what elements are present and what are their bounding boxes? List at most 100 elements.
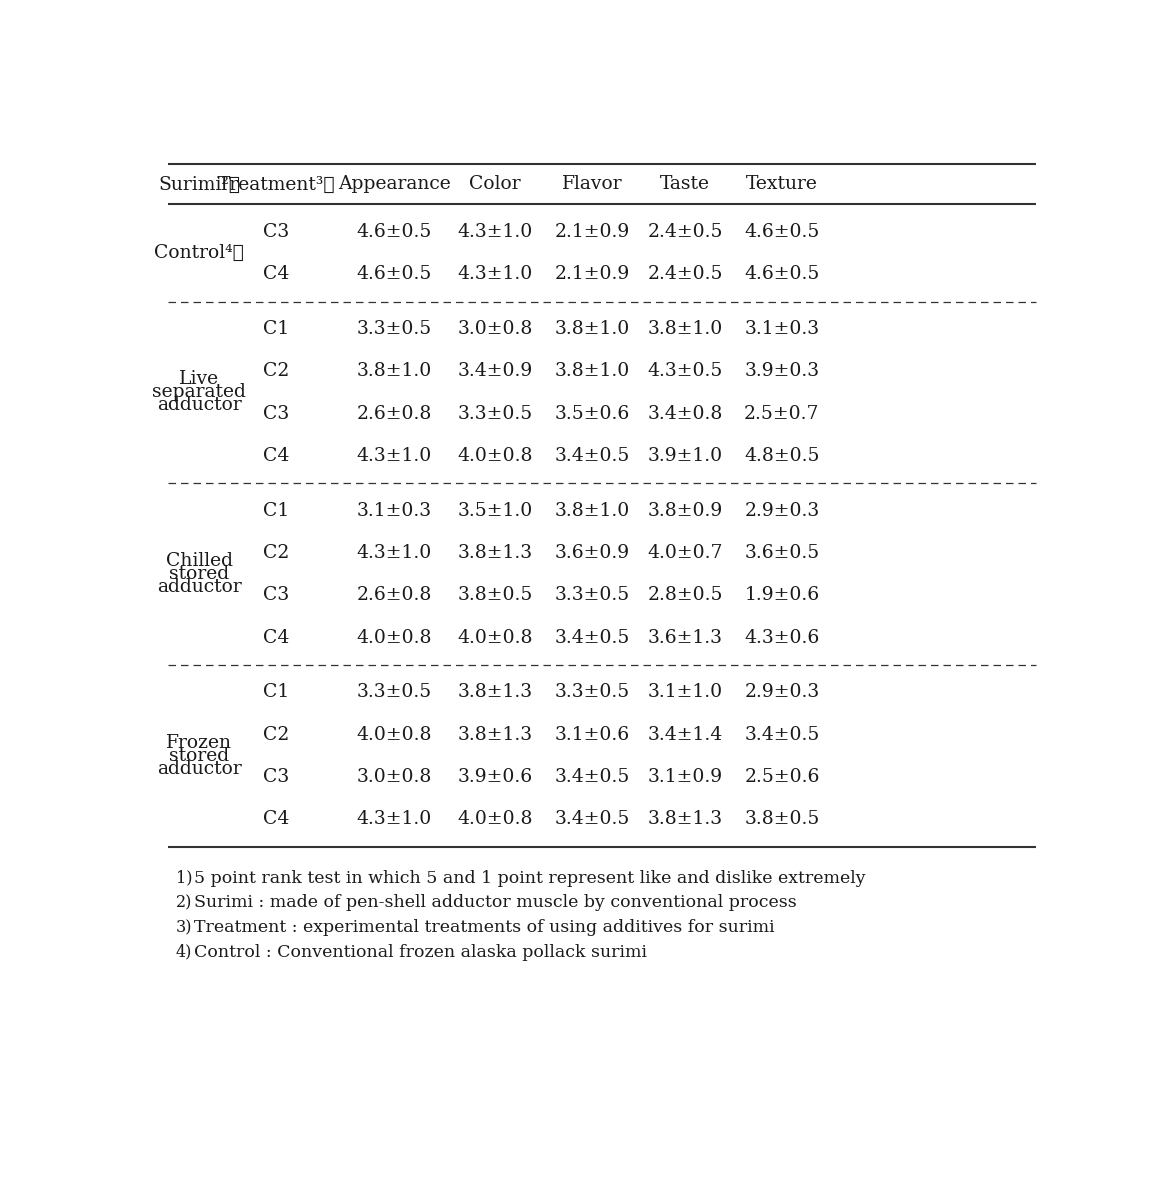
Text: 3.8±0.5: 3.8±0.5 bbox=[458, 587, 533, 604]
Text: 3.3±0.5: 3.3±0.5 bbox=[357, 320, 432, 338]
Text: Control : Conventional frozen alaska pollack surimi: Control : Conventional frozen alaska pol… bbox=[194, 944, 648, 961]
Text: 4.6±0.5: 4.6±0.5 bbox=[745, 265, 820, 283]
Text: Treatment³⧠: Treatment³⧠ bbox=[218, 176, 335, 193]
Text: 1.9±0.6: 1.9±0.6 bbox=[745, 587, 820, 604]
Text: 3.8±0.9: 3.8±0.9 bbox=[648, 502, 723, 519]
Text: Chilled: Chilled bbox=[165, 552, 233, 570]
Text: 3.8±1.3: 3.8±1.3 bbox=[458, 726, 533, 743]
Text: 4.6±0.5: 4.6±0.5 bbox=[745, 223, 820, 240]
Text: 4.3±1.0: 4.3±1.0 bbox=[458, 265, 533, 283]
Text: 3.6±0.9: 3.6±0.9 bbox=[554, 544, 630, 562]
Text: C3: C3 bbox=[263, 404, 289, 423]
Text: 3.3±0.5: 3.3±0.5 bbox=[458, 404, 533, 423]
Text: 4.3±0.6: 4.3±0.6 bbox=[745, 629, 820, 647]
Text: C4: C4 bbox=[263, 629, 289, 647]
Text: 2.1±0.9: 2.1±0.9 bbox=[554, 223, 630, 240]
Text: 3.9±0.3: 3.9±0.3 bbox=[745, 362, 820, 380]
Text: 3.0±0.8: 3.0±0.8 bbox=[357, 768, 432, 786]
Text: 3.8±0.5: 3.8±0.5 bbox=[745, 810, 820, 828]
Text: C3: C3 bbox=[263, 587, 289, 604]
Text: 5 point rank test in which 5 and 1 point represent like and dislike extremely: 5 point rank test in which 5 and 1 point… bbox=[194, 869, 867, 887]
Text: adductor: adductor bbox=[157, 760, 241, 777]
Text: 4.0±0.8: 4.0±0.8 bbox=[458, 629, 533, 647]
Text: 3.3±0.5: 3.3±0.5 bbox=[357, 683, 432, 701]
Text: 3.8±1.3: 3.8±1.3 bbox=[648, 810, 723, 828]
Text: 4.6±0.5: 4.6±0.5 bbox=[357, 265, 432, 283]
Text: 4.3±1.0: 4.3±1.0 bbox=[458, 223, 533, 240]
Text: 3.3±0.5: 3.3±0.5 bbox=[554, 683, 630, 701]
Text: 3.9±0.6: 3.9±0.6 bbox=[458, 768, 533, 786]
Text: 4.6±0.5: 4.6±0.5 bbox=[357, 223, 432, 240]
Text: 3.0±0.8: 3.0±0.8 bbox=[458, 320, 533, 338]
Text: 2.6±0.8: 2.6±0.8 bbox=[357, 404, 432, 423]
Text: 3.4±0.8: 3.4±0.8 bbox=[648, 404, 723, 423]
Text: separated: separated bbox=[152, 383, 246, 402]
Text: 3.8±1.0: 3.8±1.0 bbox=[554, 320, 630, 338]
Text: 3.1±0.6: 3.1±0.6 bbox=[554, 726, 630, 743]
Text: Appearance: Appearance bbox=[338, 176, 451, 193]
Text: 4.3±1.0: 4.3±1.0 bbox=[357, 544, 432, 562]
Text: 3.6±1.3: 3.6±1.3 bbox=[648, 629, 723, 647]
Text: C3: C3 bbox=[263, 223, 289, 240]
Text: Control⁴⧠: Control⁴⧠ bbox=[155, 244, 244, 262]
Text: 2.5±0.7: 2.5±0.7 bbox=[744, 404, 820, 423]
Text: C2: C2 bbox=[263, 544, 289, 562]
Text: 2.8±0.5: 2.8±0.5 bbox=[648, 587, 723, 604]
Text: 4.0±0.8: 4.0±0.8 bbox=[458, 446, 533, 465]
Text: 3.4±0.9: 3.4±0.9 bbox=[458, 362, 533, 380]
Text: 3.8±1.0: 3.8±1.0 bbox=[554, 362, 630, 380]
Text: C2: C2 bbox=[263, 726, 289, 743]
Text: 4.8±0.5: 4.8±0.5 bbox=[744, 446, 820, 465]
Text: Color: Color bbox=[470, 176, 521, 193]
Text: 3.4±0.5: 3.4±0.5 bbox=[554, 810, 630, 828]
Text: Surimi²⧠: Surimi²⧠ bbox=[158, 176, 240, 193]
Text: Treatment : experimental treatments of using additives for surimi: Treatment : experimental treatments of u… bbox=[194, 919, 775, 937]
Text: 4.0±0.7: 4.0±0.7 bbox=[648, 544, 723, 562]
Text: 4.3±1.0: 4.3±1.0 bbox=[357, 810, 432, 828]
Text: 3.6±0.5: 3.6±0.5 bbox=[745, 544, 820, 562]
Text: C3: C3 bbox=[263, 768, 289, 786]
Text: 3.4±0.5: 3.4±0.5 bbox=[554, 629, 630, 647]
Text: Live: Live bbox=[179, 370, 219, 389]
Text: Frozen: Frozen bbox=[166, 734, 232, 752]
Text: 3.5±0.6: 3.5±0.6 bbox=[554, 404, 630, 423]
Text: 3.5±1.0: 3.5±1.0 bbox=[458, 502, 533, 519]
Text: 2.1±0.9: 2.1±0.9 bbox=[554, 265, 630, 283]
Text: Texture: Texture bbox=[746, 176, 817, 193]
Text: C1: C1 bbox=[263, 683, 289, 701]
Text: 3.8±1.0: 3.8±1.0 bbox=[648, 320, 723, 338]
Text: 2): 2) bbox=[176, 894, 192, 912]
Text: 3.8±1.3: 3.8±1.3 bbox=[458, 683, 533, 701]
Text: 3.8±1.3: 3.8±1.3 bbox=[458, 544, 533, 562]
Text: 4): 4) bbox=[176, 944, 192, 961]
Text: 4.3±1.0: 4.3±1.0 bbox=[357, 446, 432, 465]
Text: 3.4±0.5: 3.4±0.5 bbox=[745, 726, 820, 743]
Text: C4: C4 bbox=[263, 265, 289, 283]
Text: C4: C4 bbox=[263, 810, 289, 828]
Text: 2.9±0.3: 2.9±0.3 bbox=[745, 683, 820, 701]
Text: 2.4±0.5: 2.4±0.5 bbox=[648, 223, 723, 240]
Text: 4.0±0.8: 4.0±0.8 bbox=[357, 629, 432, 647]
Text: Surimi : made of pen-shell adductor muscle by conventional process: Surimi : made of pen-shell adductor musc… bbox=[194, 894, 797, 912]
Text: 1): 1) bbox=[176, 869, 192, 887]
Text: 2.9±0.3: 2.9±0.3 bbox=[745, 502, 820, 519]
Text: Flavor: Flavor bbox=[562, 176, 622, 193]
Text: C1: C1 bbox=[263, 502, 289, 519]
Text: 2.4±0.5: 2.4±0.5 bbox=[648, 265, 723, 283]
Text: Taste: Taste bbox=[660, 176, 710, 193]
Text: 2.6±0.8: 2.6±0.8 bbox=[357, 587, 432, 604]
Text: 2.5±0.6: 2.5±0.6 bbox=[745, 768, 820, 786]
Text: stored: stored bbox=[169, 565, 230, 583]
Text: C2: C2 bbox=[263, 362, 289, 380]
Text: adductor: adductor bbox=[157, 397, 241, 415]
Text: 3.3±0.5: 3.3±0.5 bbox=[554, 587, 630, 604]
Text: C1: C1 bbox=[263, 320, 289, 338]
Text: 4.3±0.5: 4.3±0.5 bbox=[648, 362, 723, 380]
Text: C4: C4 bbox=[263, 446, 289, 465]
Text: 3.4±1.4: 3.4±1.4 bbox=[648, 726, 723, 743]
Text: 3.1±0.3: 3.1±0.3 bbox=[745, 320, 820, 338]
Text: 3.4±0.5: 3.4±0.5 bbox=[554, 768, 630, 786]
Text: 3.9±1.0: 3.9±1.0 bbox=[648, 446, 723, 465]
Text: 3.1±0.3: 3.1±0.3 bbox=[357, 502, 432, 519]
Text: 4.0±0.8: 4.0±0.8 bbox=[357, 726, 432, 743]
